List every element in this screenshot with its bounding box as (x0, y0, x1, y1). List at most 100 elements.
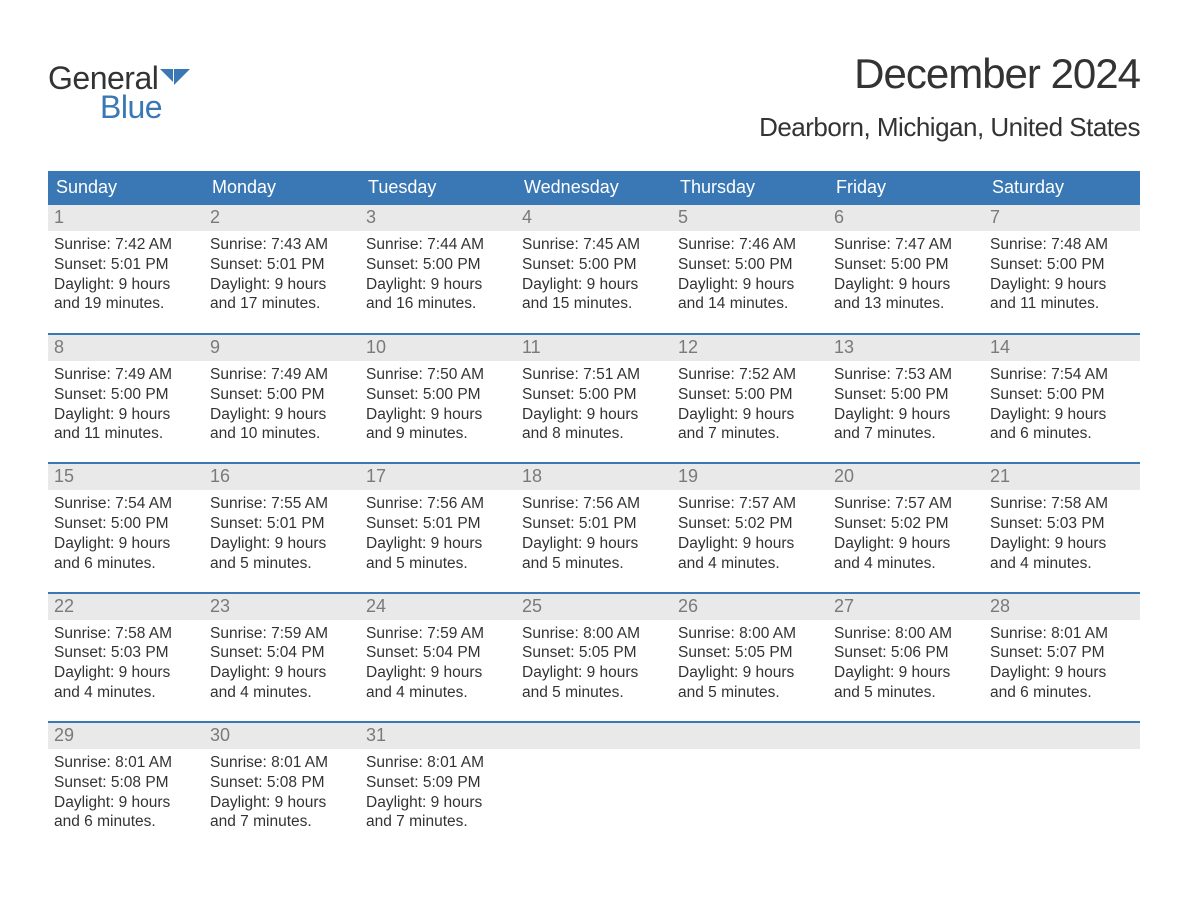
daylight-line: Daylight: 9 hours and 15 minutes. (522, 275, 666, 315)
sunrise-line: Sunrise: 8:01 AM (366, 753, 510, 773)
sunset-line: Sunset: 5:00 PM (366, 385, 510, 405)
sunset-line: Sunset: 5:00 PM (990, 255, 1134, 275)
daylight-line: Daylight: 9 hours and 5 minutes. (366, 534, 510, 574)
day-number: 9 (204, 335, 360, 361)
weekday-header: Thursday (672, 171, 828, 205)
day-number (984, 723, 1140, 749)
sunset-line: Sunset: 5:01 PM (210, 514, 354, 534)
day-details: Sunrise: 7:49 AMSunset: 5:00 PMDaylight:… (48, 361, 204, 462)
daylight-line: Daylight: 9 hours and 19 minutes. (54, 275, 198, 315)
sunset-line: Sunset: 5:01 PM (366, 514, 510, 534)
sunrise-line: Sunrise: 7:53 AM (834, 365, 978, 385)
day-number: 21 (984, 464, 1140, 490)
day-number: 30 (204, 723, 360, 749)
sunset-line: Sunset: 5:00 PM (522, 255, 666, 275)
day-number: 8 (48, 335, 204, 361)
daylight-line: Daylight: 9 hours and 5 minutes. (522, 534, 666, 574)
day-details: Sunrise: 8:01 AMSunset: 5:08 PMDaylight:… (48, 749, 204, 850)
day-details: Sunrise: 7:48 AMSunset: 5:00 PMDaylight:… (984, 231, 1140, 332)
sunrise-line: Sunrise: 7:42 AM (54, 235, 198, 255)
sunrise-line: Sunrise: 8:00 AM (678, 624, 822, 644)
day-number: 3 (360, 205, 516, 231)
day-number: 1 (48, 205, 204, 231)
day-details: Sunrise: 7:54 AMSunset: 5:00 PMDaylight:… (984, 361, 1140, 462)
sunrise-line: Sunrise: 8:01 AM (54, 753, 198, 773)
day-number: 18 (516, 464, 672, 490)
daylight-line: Daylight: 9 hours and 4 minutes. (54, 663, 198, 703)
day-details: Sunrise: 7:54 AMSunset: 5:00 PMDaylight:… (48, 490, 204, 591)
daylight-line: Daylight: 9 hours and 10 minutes. (210, 405, 354, 445)
day-details: Sunrise: 7:50 AMSunset: 5:00 PMDaylight:… (360, 361, 516, 462)
sunrise-line: Sunrise: 7:59 AM (210, 624, 354, 644)
day-number: 12 (672, 335, 828, 361)
day-details: Sunrise: 7:45 AMSunset: 5:00 PMDaylight:… (516, 231, 672, 332)
sunrise-line: Sunrise: 7:56 AM (366, 494, 510, 514)
day-body-strip: Sunrise: 8:01 AMSunset: 5:08 PMDaylight:… (48, 749, 1140, 850)
sunset-line: Sunset: 5:03 PM (54, 643, 198, 663)
day-details: Sunrise: 8:01 AMSunset: 5:07 PMDaylight:… (984, 620, 1140, 721)
day-details: Sunrise: 7:57 AMSunset: 5:02 PMDaylight:… (672, 490, 828, 591)
day-number-strip: 1234567 (48, 205, 1140, 231)
sunset-line: Sunset: 5:00 PM (54, 514, 198, 534)
sunset-line: Sunset: 5:02 PM (834, 514, 978, 534)
day-details: Sunrise: 8:01 AMSunset: 5:08 PMDaylight:… (204, 749, 360, 850)
day-details: Sunrise: 7:46 AMSunset: 5:00 PMDaylight:… (672, 231, 828, 332)
day-number: 23 (204, 594, 360, 620)
sunrise-line: Sunrise: 7:57 AM (678, 494, 822, 514)
daylight-line: Daylight: 9 hours and 7 minutes. (210, 793, 354, 833)
day-details: Sunrise: 7:59 AMSunset: 5:04 PMDaylight:… (360, 620, 516, 721)
calendar-week: 1234567Sunrise: 7:42 AMSunset: 5:01 PMDa… (48, 205, 1140, 333)
day-body-strip: Sunrise: 7:54 AMSunset: 5:00 PMDaylight:… (48, 490, 1140, 591)
sunset-line: Sunset: 5:00 PM (210, 385, 354, 405)
day-details: Sunrise: 7:58 AMSunset: 5:03 PMDaylight:… (984, 490, 1140, 591)
sunset-line: Sunset: 5:05 PM (522, 643, 666, 663)
weekday-header: Tuesday (360, 171, 516, 205)
daylight-line: Daylight: 9 hours and 6 minutes. (990, 405, 1134, 445)
sunset-line: Sunset: 5:00 PM (990, 385, 1134, 405)
daylight-line: Daylight: 9 hours and 11 minutes. (990, 275, 1134, 315)
title-block: December 2024 Dearborn, Michigan, United… (759, 50, 1140, 143)
sunset-line: Sunset: 5:00 PM (54, 385, 198, 405)
calendar-week: 293031Sunrise: 8:01 AMSunset: 5:08 PMDay… (48, 721, 1140, 850)
day-details: Sunrise: 7:58 AMSunset: 5:03 PMDaylight:… (48, 620, 204, 721)
sunrise-line: Sunrise: 8:01 AM (210, 753, 354, 773)
weekday-header: Sunday (48, 171, 204, 205)
day-number (672, 723, 828, 749)
sunset-line: Sunset: 5:00 PM (678, 255, 822, 275)
day-details: Sunrise: 7:52 AMSunset: 5:00 PMDaylight:… (672, 361, 828, 462)
sunset-line: Sunset: 5:01 PM (522, 514, 666, 534)
flag-icon (160, 60, 190, 97)
day-details: Sunrise: 7:44 AMSunset: 5:00 PMDaylight:… (360, 231, 516, 332)
daylight-line: Daylight: 9 hours and 4 minutes. (366, 663, 510, 703)
calendar-table: SundayMondayTuesdayWednesdayThursdayFrid… (48, 171, 1140, 850)
sunrise-line: Sunrise: 7:59 AM (366, 624, 510, 644)
day-number: 17 (360, 464, 516, 490)
daylight-line: Daylight: 9 hours and 5 minutes. (522, 663, 666, 703)
sunrise-line: Sunrise: 7:49 AM (210, 365, 354, 385)
sunrise-line: Sunrise: 7:52 AM (678, 365, 822, 385)
day-details (828, 749, 984, 850)
daylight-line: Daylight: 9 hours and 5 minutes. (834, 663, 978, 703)
sunrise-line: Sunrise: 7:49 AM (54, 365, 198, 385)
day-number: 15 (48, 464, 204, 490)
location-subtitle: Dearborn, Michigan, United States (759, 112, 1140, 143)
day-number: 5 (672, 205, 828, 231)
day-number-strip: 891011121314 (48, 335, 1140, 361)
daylight-line: Daylight: 9 hours and 8 minutes. (522, 405, 666, 445)
sunrise-line: Sunrise: 7:58 AM (990, 494, 1134, 514)
sunset-line: Sunset: 5:08 PM (210, 773, 354, 793)
day-number: 28 (984, 594, 1140, 620)
sunset-line: Sunset: 5:02 PM (678, 514, 822, 534)
sunset-line: Sunset: 5:07 PM (990, 643, 1134, 663)
sunset-line: Sunset: 5:04 PM (210, 643, 354, 663)
logo: General Blue (48, 60, 190, 126)
calendar-week: 15161718192021Sunrise: 7:54 AMSunset: 5:… (48, 462, 1140, 591)
day-number-strip: 22232425262728 (48, 594, 1140, 620)
day-number: 4 (516, 205, 672, 231)
day-body-strip: Sunrise: 7:58 AMSunset: 5:03 PMDaylight:… (48, 620, 1140, 721)
sunset-line: Sunset: 5:00 PM (834, 255, 978, 275)
sunset-line: Sunset: 5:03 PM (990, 514, 1134, 534)
daylight-line: Daylight: 9 hours and 6 minutes. (54, 793, 198, 833)
day-number (828, 723, 984, 749)
sunrise-line: Sunrise: 8:00 AM (834, 624, 978, 644)
